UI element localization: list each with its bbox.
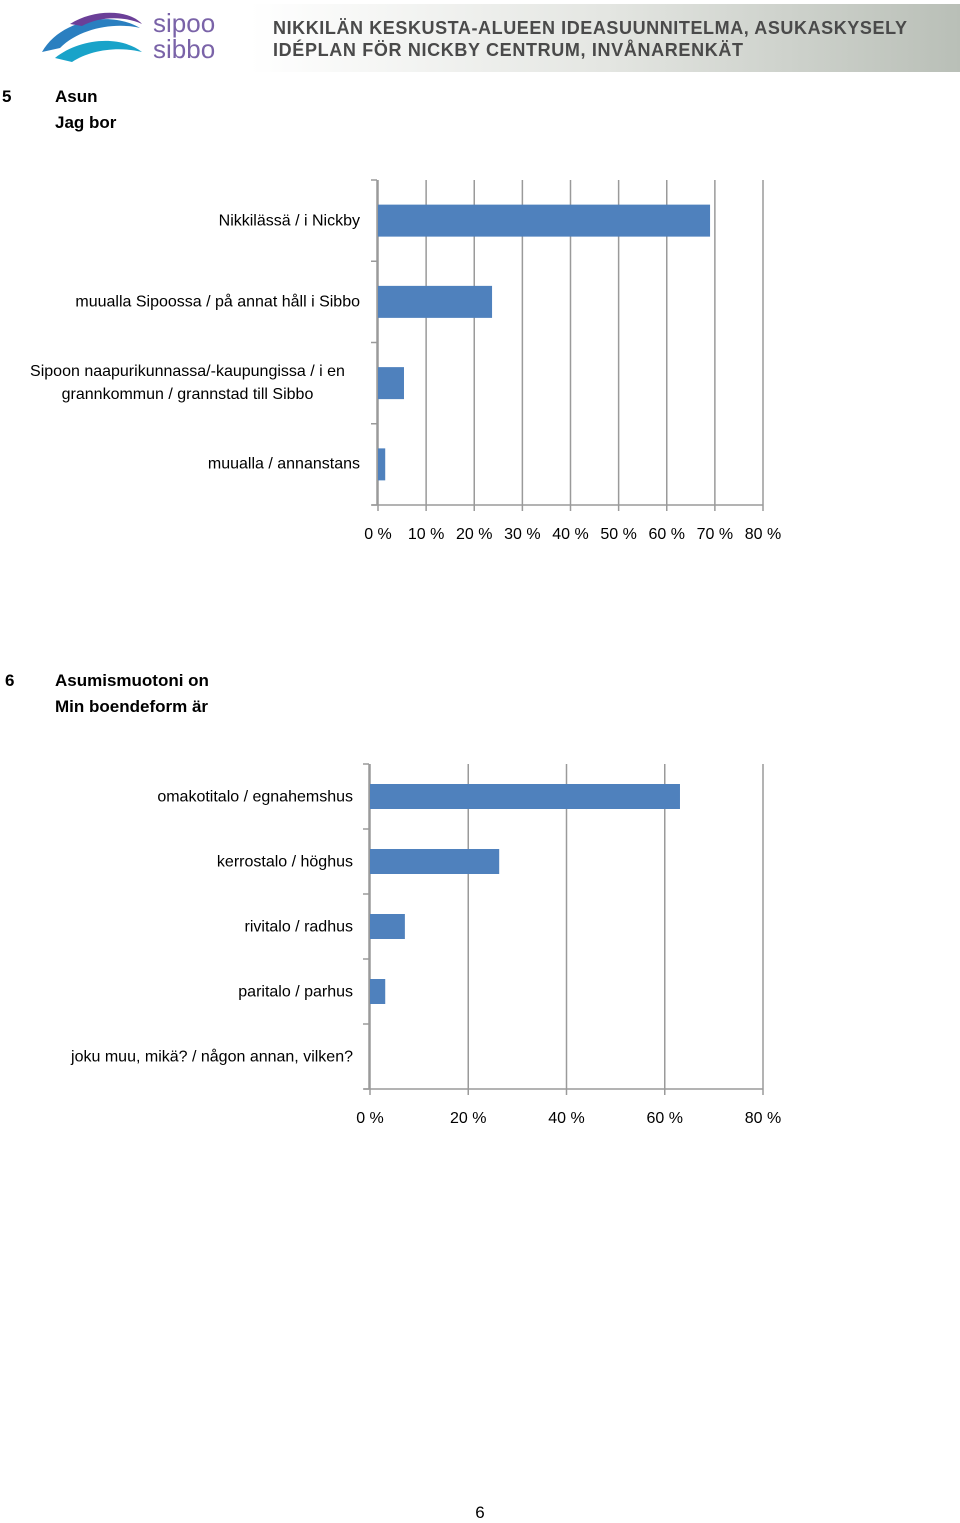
category-label: omakotitalo / egnahemshus bbox=[157, 788, 353, 805]
header-title: IDÉPLAN FÖR NICKBY CENTRUM, INVÅNARENKÄT bbox=[273, 39, 743, 60]
category-label: rivitalo / radhus bbox=[244, 918, 354, 935]
logo-wave bbox=[55, 40, 142, 62]
bar bbox=[370, 979, 386, 1004]
title-line: Min boendeform är bbox=[55, 697, 209, 716]
category-label: kerrostalo / höghus bbox=[216, 853, 353, 870]
section-title: Asumismuotoni on Min boendeform är bbox=[55, 668, 209, 720]
logo-wave bbox=[70, 12, 142, 26]
x-tick-label: 0 % bbox=[356, 1110, 384, 1127]
x-tick-label: 30 % bbox=[504, 526, 540, 543]
x-tick-label: 80 % bbox=[745, 1110, 781, 1127]
x-tick-label: 0 % bbox=[364, 526, 392, 543]
x-tick-label: 60 % bbox=[647, 1110, 683, 1127]
page-number: 6 bbox=[475, 1503, 485, 1522]
category-label: muualla / annanstans bbox=[207, 455, 360, 473]
category-label: muualla Sipoossa / på annat håll i Sibbo bbox=[75, 293, 360, 311]
x-tick-label: 70 % bbox=[697, 526, 733, 543]
bar bbox=[378, 204, 711, 237]
header-title: NIKKILÄN KESKUSTA-ALUEEN IDEASUUNNITELMA… bbox=[273, 18, 907, 38]
x-tick-label: 50 % bbox=[600, 526, 636, 543]
x-tick-label: 60 % bbox=[649, 526, 685, 543]
bar bbox=[370, 849, 500, 874]
x-tick-label: 20 % bbox=[450, 1110, 486, 1127]
category-label: joku muu, mikä? / någon annan, vilken? bbox=[71, 1048, 353, 1065]
x-tick-label: 20 % bbox=[456, 526, 492, 543]
category-label: paritalo / parhus bbox=[238, 983, 353, 1000]
logo-text: sibbo bbox=[153, 34, 215, 64]
bar bbox=[370, 914, 405, 939]
section-number: 6 bbox=[5, 671, 15, 690]
x-tick-label: 40 % bbox=[548, 1110, 584, 1127]
section-number: 5 bbox=[2, 87, 12, 106]
title-line: Asumismuotoni on bbox=[55, 671, 209, 690]
bar bbox=[378, 367, 404, 400]
title-line: Asun bbox=[55, 87, 98, 106]
bar bbox=[370, 784, 680, 809]
bar bbox=[378, 285, 493, 318]
x-tick-label: 80 % bbox=[745, 526, 781, 543]
x-tick-label: 40 % bbox=[552, 526, 588, 543]
category-label: Sipoon naapurikunnassa/-kaupungissa / i … bbox=[30, 363, 345, 404]
logo-wave bbox=[42, 19, 140, 52]
title-line: Jag bor bbox=[55, 113, 117, 132]
category-label: Nikkilässä / i Nickby bbox=[218, 212, 360, 230]
x-tick-label: 10 % bbox=[408, 526, 444, 543]
section-title: Asun Jag bor bbox=[55, 84, 116, 136]
logo-text: sipoo bbox=[153, 8, 215, 38]
header-banner bbox=[250, 4, 960, 72]
bar bbox=[378, 448, 386, 481]
